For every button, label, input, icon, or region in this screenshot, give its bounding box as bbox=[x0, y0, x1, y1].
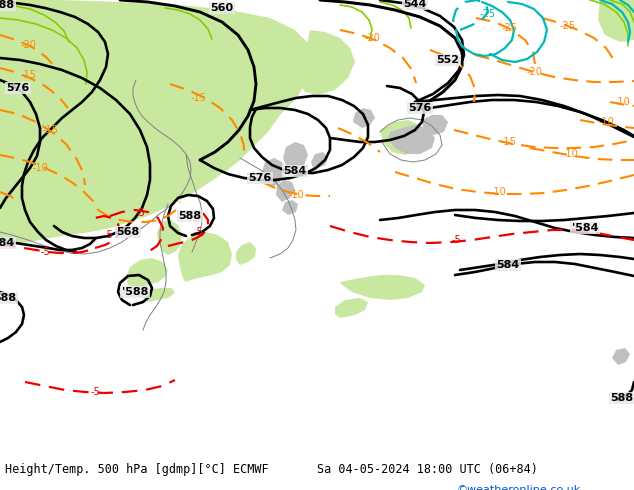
Text: '588: '588 bbox=[122, 287, 148, 297]
Polygon shape bbox=[298, 30, 355, 95]
Text: -15: -15 bbox=[500, 137, 516, 147]
Polygon shape bbox=[142, 288, 175, 302]
Polygon shape bbox=[311, 152, 328, 168]
Text: '584: '584 bbox=[572, 223, 598, 233]
Text: 588: 588 bbox=[178, 211, 202, 221]
Text: -5: -5 bbox=[40, 247, 50, 257]
Text: 576: 576 bbox=[6, 83, 30, 93]
Text: -10: -10 bbox=[32, 163, 48, 173]
Text: -25: -25 bbox=[480, 9, 496, 19]
Text: 576: 576 bbox=[408, 103, 432, 113]
Polygon shape bbox=[598, 0, 634, 42]
Polygon shape bbox=[340, 275, 425, 300]
Text: 588: 588 bbox=[611, 393, 633, 403]
Text: 544: 544 bbox=[403, 0, 427, 9]
Polygon shape bbox=[0, 0, 315, 247]
Text: -5: -5 bbox=[451, 235, 461, 245]
Text: -25: -25 bbox=[502, 23, 518, 33]
Polygon shape bbox=[152, 155, 200, 205]
Polygon shape bbox=[178, 232, 232, 282]
Text: -15: -15 bbox=[42, 125, 58, 135]
Text: -20: -20 bbox=[526, 67, 542, 77]
Polygon shape bbox=[157, 220, 182, 255]
Text: 568: 568 bbox=[117, 227, 139, 237]
Text: -10: -10 bbox=[490, 187, 506, 197]
Text: 588: 588 bbox=[0, 293, 16, 303]
Polygon shape bbox=[282, 200, 298, 215]
Polygon shape bbox=[335, 298, 368, 318]
Text: Height/Temp. 500 hPa [gdmp][°C] ECMWF: Height/Temp. 500 hPa [gdmp][°C] ECMWF bbox=[5, 463, 269, 476]
Text: -5: -5 bbox=[193, 227, 203, 237]
Polygon shape bbox=[388, 125, 435, 154]
Text: Sa 04-05-2024 18:00 UTC (06+84): Sa 04-05-2024 18:00 UTC (06+84) bbox=[317, 463, 538, 476]
Text: 584: 584 bbox=[283, 166, 307, 176]
Text: -15: -15 bbox=[20, 70, 36, 80]
Text: 584: 584 bbox=[0, 238, 15, 248]
Polygon shape bbox=[283, 142, 308, 170]
Polygon shape bbox=[422, 115, 448, 135]
Text: -5: -5 bbox=[103, 230, 113, 240]
Text: -10: -10 bbox=[614, 97, 630, 107]
Text: -10: -10 bbox=[598, 117, 614, 127]
Text: -5: -5 bbox=[90, 387, 100, 397]
Text: 560: 560 bbox=[210, 3, 233, 13]
Text: -15: -15 bbox=[190, 93, 206, 103]
Text: -20: -20 bbox=[20, 40, 36, 50]
Text: 588: 588 bbox=[0, 0, 15, 10]
Text: -10: -10 bbox=[288, 190, 304, 200]
Text: -10: -10 bbox=[562, 149, 578, 159]
Text: -5: -5 bbox=[135, 208, 145, 218]
Text: 584: 584 bbox=[496, 260, 520, 270]
Polygon shape bbox=[276, 180, 295, 202]
Polygon shape bbox=[262, 158, 285, 188]
Text: 552: 552 bbox=[436, 55, 460, 65]
Text: 576: 576 bbox=[249, 173, 271, 183]
Polygon shape bbox=[380, 120, 425, 155]
Polygon shape bbox=[612, 348, 630, 365]
Polygon shape bbox=[236, 242, 256, 265]
Polygon shape bbox=[126, 258, 168, 288]
Text: -25: -25 bbox=[560, 21, 576, 31]
Text: -20: -20 bbox=[364, 33, 380, 43]
Text: ©weatheronline.co.uk: ©weatheronline.co.uk bbox=[456, 485, 581, 490]
Polygon shape bbox=[353, 108, 375, 128]
